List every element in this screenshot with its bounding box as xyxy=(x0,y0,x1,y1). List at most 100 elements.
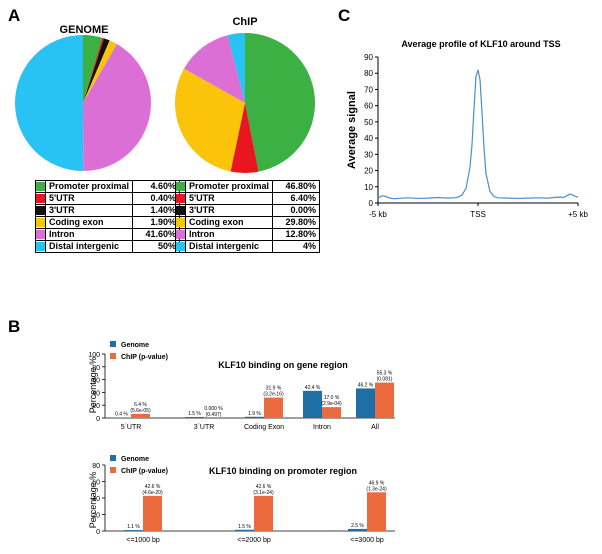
bar-genome xyxy=(303,391,322,418)
bar-pvalue-label: (3.1e-24) xyxy=(253,490,274,496)
pie-slice-distal xyxy=(15,35,83,171)
bar-y-tick-label: 0 xyxy=(96,529,100,536)
bar-category-label: All xyxy=(371,424,379,431)
bar-genome xyxy=(348,529,367,531)
bar-pvalue-label: (1.3e-24) xyxy=(366,486,387,492)
profile-y-tick-label: 50 xyxy=(364,118,373,127)
bar-y-tick-label: 40 xyxy=(92,390,100,397)
swatch-promoter xyxy=(176,182,185,191)
bar-gene-legend: Genome ChIP (p-value) xyxy=(110,341,168,361)
panel-label-c: C xyxy=(338,6,350,25)
row-value: 1.40% xyxy=(133,205,180,217)
row-value: 12.80% xyxy=(273,229,320,241)
row-label: Distal intergenic xyxy=(46,241,133,253)
profile-y-tick-label: 10 xyxy=(364,183,373,192)
bar-value-label: 1.5 % xyxy=(188,411,201,417)
bar-chip xyxy=(375,383,394,418)
bar-y-tick-label: 80 xyxy=(92,463,100,470)
bar-genome xyxy=(185,417,204,418)
row-value: 4.60% xyxy=(133,181,180,193)
bar-genome xyxy=(235,530,254,531)
profile-x-tick-label: +5 kb xyxy=(568,210,588,219)
bar-chip xyxy=(143,496,162,531)
legend-swatch-chip xyxy=(110,353,116,359)
bar-value-label: 42.4 % xyxy=(305,385,321,391)
legend-label-chip-2: ChIP (p-value) xyxy=(121,468,168,475)
profile-title: Average profile of KLF10 around TSS xyxy=(401,39,560,49)
table-row: Intron 41.60% xyxy=(36,229,180,241)
row-label: Coding exon xyxy=(186,217,273,229)
bar-chip xyxy=(254,496,273,531)
bar-genome xyxy=(124,530,143,531)
panel-label-a: A xyxy=(8,6,20,25)
bar-value-label: 0.4 % xyxy=(115,412,128,418)
bar-pvalue-label: (0.081) xyxy=(377,377,393,383)
bar-pvalue-label: (5.6e-05) xyxy=(130,408,151,414)
table-row: Coding exon 1.90% xyxy=(36,217,180,229)
row-value: 29.80% xyxy=(273,217,320,229)
bar-y-tick-label: 100 xyxy=(88,352,100,359)
bar-chip xyxy=(264,398,283,418)
profile-y-tick-label: 0 xyxy=(369,199,374,208)
chip-legend-table: Promoter proximal 46.80% 5'UTR 6.40% 3'UTR… xyxy=(175,180,320,253)
bar-y-tick-label: 60 xyxy=(92,480,100,487)
swatch-3utr xyxy=(36,206,45,215)
legend-label-chip: ChIP (p-value) xyxy=(121,354,168,361)
profile-series-line xyxy=(378,70,578,199)
bar-category-label: 5´UTR xyxy=(121,424,142,431)
bar-y-tick-label: 40 xyxy=(92,496,100,503)
pie-genome-title: GENOME xyxy=(60,24,109,36)
profile-x-tick-label: -5 kb xyxy=(369,210,387,219)
bar-genome xyxy=(245,417,264,418)
profile-ylabel: Average signal xyxy=(346,91,358,169)
bar-category-label: Intron xyxy=(313,424,331,431)
bar-y-tick-label: 80 xyxy=(92,365,100,372)
bar-value-label: 1.1 % xyxy=(127,524,140,530)
row-value: 0.40% xyxy=(133,193,180,205)
bar-category-label: <=2000 bp xyxy=(237,537,271,544)
bar-value-label: 46.2 % xyxy=(358,382,374,388)
swatch-promoter xyxy=(36,182,45,191)
row-value: 50% xyxy=(133,241,180,253)
swatch-5utr xyxy=(176,194,185,203)
legend-label-genome: Genome xyxy=(121,342,149,349)
bar-y-tick-label: 20 xyxy=(92,513,100,520)
row-label: Intron xyxy=(46,229,133,241)
bar-chip xyxy=(367,492,386,531)
genome-legend-table: Promoter proximal 4.60% 5'UTR 0.40% 3'UTR 1… xyxy=(35,180,180,253)
swatch-intron xyxy=(36,230,45,239)
bar-chip xyxy=(322,407,341,418)
row-label: 3'UTR xyxy=(186,205,273,217)
row-value: 41.60% xyxy=(133,229,180,241)
legend-swatch-genome-2 xyxy=(110,455,116,461)
table-row: Coding exon 29.80% xyxy=(176,217,320,229)
swatch-distal xyxy=(176,242,185,251)
bar-promoter-legend: Genome ChIP (p-value) xyxy=(110,455,168,475)
profile-y-tick-label: 20 xyxy=(364,167,373,176)
profile-chart: 0102030405060708090-5 kb TSS +5 kb xyxy=(364,53,588,219)
bar-value-label: 1.5 % xyxy=(238,524,251,530)
profile-y-tick-label: 80 xyxy=(364,69,373,78)
row-label: 5'UTR xyxy=(46,193,133,205)
bar-category-label: 3´UTR xyxy=(194,424,215,431)
row-value: 1.90% xyxy=(133,217,180,229)
bar-value-label: 1.9 % xyxy=(248,411,261,417)
bar-y-tick-label: 0 xyxy=(96,416,100,423)
bar-genome xyxy=(356,388,375,418)
swatch-coding xyxy=(176,218,185,227)
bar-value-label: 2.5 % xyxy=(351,523,364,529)
pie-chip xyxy=(175,33,315,173)
pie-slice-promoter xyxy=(245,33,315,172)
bar-pvalue-label: (2.9e-04) xyxy=(321,401,342,407)
swatch-3utr xyxy=(176,206,185,215)
row-value: 46.80% xyxy=(273,181,320,193)
profile-y-tick-label: 90 xyxy=(364,53,373,62)
swatch-coding xyxy=(36,218,45,227)
bar-pvalue-label: (3.2e-16) xyxy=(263,392,284,398)
profile-y-tick-label: 30 xyxy=(364,150,373,159)
row-label: Promoter proximal xyxy=(186,181,273,193)
legend-swatch-genome xyxy=(110,341,116,347)
bar-category-label: <=3000 bp xyxy=(350,537,384,544)
table-row: 3'UTR 1.40% xyxy=(36,205,180,217)
row-label: Distal intergenic xyxy=(186,241,273,253)
